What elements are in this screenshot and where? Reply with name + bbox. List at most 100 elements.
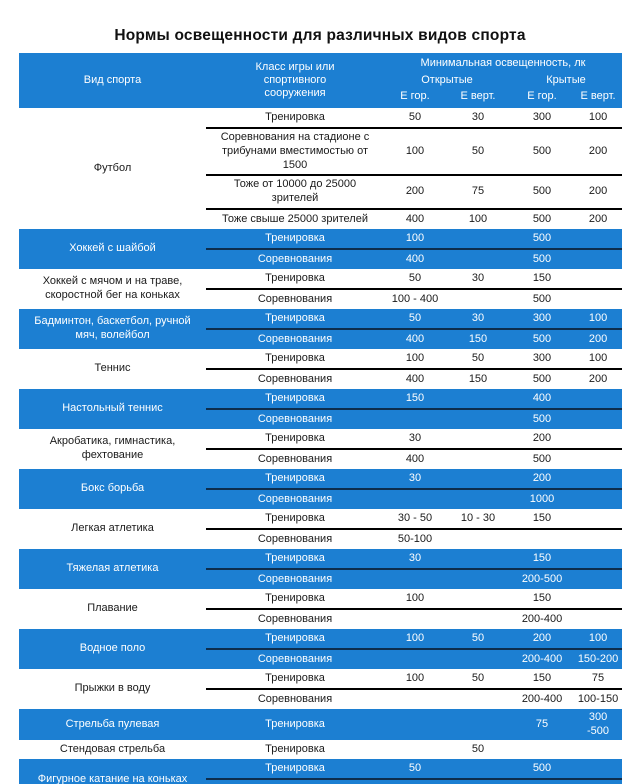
header-covered-e-vert: Е верт. (574, 88, 623, 109)
covered-e-vert-cell (574, 388, 623, 409)
class-cell: Соревнования (206, 567, 384, 589)
sport-name-cell: Настольный теннис (19, 388, 206, 429)
covered-e-hor-cell: 75 (510, 708, 574, 741)
class-cell: Соревнования (206, 527, 384, 549)
covered-e-hor-cell: 150 (510, 588, 574, 609)
covered-e-vert-cell (574, 468, 623, 489)
open-e-vert-cell: 50 (446, 348, 510, 369)
covered-e-hor-cell (510, 740, 574, 760)
class-cell: Соревнования (206, 487, 384, 509)
table-row: Стендовая стрельба Тренировка 50 (19, 740, 623, 760)
table-row: Легкая атлетика Тренировка 30 - 50 10 - 30 1… (19, 508, 623, 549)
open-e-vert-cell (446, 287, 510, 309)
class-cell: Тренировка (206, 388, 384, 409)
open-e-vert-cell (446, 607, 510, 629)
table-row: Соревнования 200-400 (19, 607, 623, 629)
table-row: Бадминтон, баскетбол, ручной мяч, волейб… (19, 308, 623, 349)
class-cell: Соревнования (206, 367, 384, 389)
open-e-vert-cell (446, 647, 510, 669)
open-e-hor-cell (384, 708, 446, 741)
open-e-vert-cell (446, 447, 510, 469)
open-e-vert-cell (446, 588, 510, 609)
open-e-vert-cell: 100 (446, 207, 510, 229)
sport-name-cell: Легкая атлетика (19, 508, 206, 549)
covered-e-vert-cell: 75 (574, 668, 623, 689)
covered-e-vert-cell (574, 607, 623, 629)
table-row: Водное поло Тренировка 100 50 200 100 (19, 628, 623, 669)
open-e-hor-cell: 100 (384, 348, 446, 369)
open-e-hor-cell: 100 - 400 (384, 287, 446, 309)
sport-name-cell: Плавание (19, 588, 206, 629)
class-cell: Тоже свыше 25000 зрителей (206, 207, 384, 229)
table-row: Соревнования 200-400 100-150 (19, 687, 623, 709)
covered-e-hor-cell: 500 (510, 127, 574, 176)
covered-e-vert-cell (574, 247, 623, 269)
table-row: Соревнования 500 (19, 407, 623, 429)
table-row: Соревнования 400 150 500 200 (19, 367, 623, 389)
covered-e-hor-cell: 200-500 (510, 567, 574, 589)
covered-e-vert-cell (574, 508, 623, 529)
class-cell: Соревнования (206, 447, 384, 469)
class-cell: Тренировка (206, 228, 384, 249)
open-e-hor-cell: 100 (384, 588, 446, 609)
open-e-vert-cell (446, 247, 510, 269)
covered-e-hor-cell: 200-400 (510, 607, 574, 629)
table-row: Тоже от 10000 до 25000 зрителей 200 75 500 2… (19, 174, 623, 209)
open-e-hor-cell: 400 (384, 207, 446, 229)
covered-e-hor-cell: 500 (510, 247, 574, 269)
open-e-vert-cell (446, 778, 510, 784)
open-e-vert-cell: 50 (446, 628, 510, 649)
class-cell: Тренировка (206, 628, 384, 649)
class-cell: Тренировка (206, 508, 384, 529)
open-e-vert-cell (446, 708, 510, 741)
covered-e-vert-cell (574, 407, 623, 429)
covered-e-vert-cell (574, 428, 623, 449)
open-e-hor-cell: 100 (384, 127, 446, 176)
header-class: Класс игры или спортивного сооружения (206, 53, 384, 109)
covered-e-hor-cell: 150 (510, 268, 574, 289)
covered-e-vert-cell: 200 (574, 127, 623, 176)
header-open-e-vert: Е верт. (446, 88, 510, 109)
page-title: Нормы освещенности для различных видов с… (114, 27, 526, 44)
class-cell: Соревнования (206, 287, 384, 309)
covered-e-hor-cell: 500 (510, 207, 574, 229)
class-cell: Соревнования на стадионе с трибунами вме… (206, 127, 384, 176)
table-row: Соревнования 200-500 (19, 567, 623, 589)
open-e-vert-cell: 10 - 30 (446, 508, 510, 529)
open-e-vert-cell (446, 407, 510, 429)
table-row: Бокс борьба Тренировка 30 200 (19, 468, 623, 509)
covered-e-hor-cell: 200 (510, 628, 574, 649)
covered-e-vert-cell (574, 527, 623, 549)
covered-e-vert-cell (574, 447, 623, 469)
table-row: Фигурное катание на коньках Тренировка 50 5… (19, 759, 623, 784)
open-e-vert-cell (446, 687, 510, 709)
covered-e-hor-cell: 300 (510, 308, 574, 329)
sport-name-cell: Бадминтон, баскетбол, ручной мяч, волейб… (19, 308, 206, 349)
sport-name-cell: Стрельба пулевая (19, 708, 206, 741)
header-open: Открытые (384, 73, 510, 89)
open-e-hor-cell: 50 (384, 308, 446, 329)
sport-name-cell: Хоккей с мячом и на траве, скоростной бе… (19, 268, 206, 309)
open-e-hor-cell: 50-100 (384, 527, 446, 549)
open-e-hor-cell (384, 740, 446, 760)
open-e-vert-cell: 50 (446, 127, 510, 176)
header-row-2: Открытые Крытые (19, 73, 623, 89)
sport-name-cell: Акробатика, гимнастика, фехтование (19, 428, 206, 469)
open-e-vert-cell: 50 (446, 668, 510, 689)
table-row: Соревнования на стадионе с трибунами вме… (19, 127, 623, 176)
sport-name-cell: Теннис (19, 348, 206, 389)
sport-name-cell: Водное поло (19, 628, 206, 669)
class-cell: Тренировка (206, 108, 384, 129)
table-header: Вид спорта Класс игры или спортивного со… (19, 53, 623, 109)
class-cell: Тоже от 10000 до 25000 зрителей (206, 174, 384, 209)
class-cell: Тренировка (206, 428, 384, 449)
open-e-vert-cell: 150 (446, 367, 510, 389)
open-e-hor-cell: 30 - 50 (384, 508, 446, 529)
covered-e-hor-cell: 500 (510, 407, 574, 429)
open-e-hor-cell: 100 (384, 228, 446, 249)
class-cell: Тренировка (206, 468, 384, 489)
covered-e-vert-cell (574, 287, 623, 309)
table-row: Прыжки в воду Тренировка 100 50 150 75 (19, 668, 623, 709)
open-e-vert-cell: 30 (446, 268, 510, 289)
covered-e-hor-cell: 500 (510, 228, 574, 249)
